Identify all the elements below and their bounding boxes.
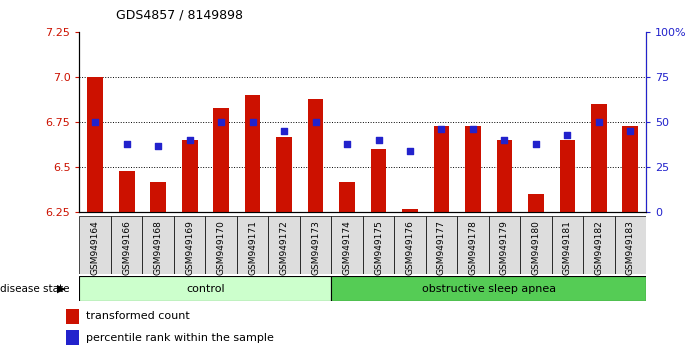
- Bar: [614, 216, 646, 274]
- Text: GSM949176: GSM949176: [406, 220, 415, 275]
- Point: [467, 126, 478, 132]
- Point: [247, 119, 258, 125]
- Bar: [402, 209, 418, 212]
- Point: [310, 119, 321, 125]
- Text: GSM949164: GSM949164: [91, 220, 100, 275]
- Bar: [87, 77, 103, 212]
- Text: GSM949172: GSM949172: [280, 220, 289, 275]
- Point: [373, 137, 384, 143]
- Point: [562, 132, 573, 138]
- Text: obstructive sleep apnea: obstructive sleep apnea: [422, 284, 556, 293]
- Bar: [426, 216, 457, 274]
- Bar: [489, 216, 520, 274]
- Bar: [591, 104, 607, 212]
- Point: [216, 119, 227, 125]
- Text: GSM949166: GSM949166: [122, 220, 131, 275]
- Bar: [66, 330, 79, 345]
- Bar: [331, 276, 646, 301]
- Text: GSM949178: GSM949178: [468, 220, 477, 275]
- Text: GSM949179: GSM949179: [500, 220, 509, 275]
- Point: [90, 119, 101, 125]
- Bar: [111, 216, 142, 274]
- Text: GSM949171: GSM949171: [248, 220, 257, 275]
- Text: GSM949169: GSM949169: [185, 220, 194, 275]
- Bar: [79, 276, 331, 301]
- Point: [625, 129, 636, 134]
- Bar: [300, 216, 331, 274]
- Text: disease state: disease state: [0, 284, 70, 293]
- Bar: [528, 194, 544, 212]
- Bar: [551, 216, 583, 274]
- Point: [184, 137, 195, 143]
- Bar: [370, 149, 386, 212]
- Text: GSM949175: GSM949175: [374, 220, 383, 275]
- Text: GSM949177: GSM949177: [437, 220, 446, 275]
- Bar: [623, 126, 638, 212]
- Bar: [268, 216, 300, 274]
- Bar: [245, 95, 261, 212]
- Text: GSM949181: GSM949181: [563, 220, 572, 275]
- Bar: [276, 137, 292, 212]
- Bar: [583, 216, 614, 274]
- Point: [436, 126, 447, 132]
- Bar: [520, 216, 551, 274]
- Point: [278, 129, 290, 134]
- Text: GDS4857 / 8149898: GDS4857 / 8149898: [116, 9, 243, 22]
- Bar: [465, 126, 481, 212]
- Bar: [237, 216, 268, 274]
- Bar: [363, 216, 395, 274]
- Bar: [79, 216, 111, 274]
- Point: [499, 137, 510, 143]
- Bar: [182, 140, 198, 212]
- Text: GSM949180: GSM949180: [531, 220, 540, 275]
- Bar: [433, 126, 449, 212]
- Text: GSM949174: GSM949174: [343, 220, 352, 275]
- Point: [594, 119, 605, 125]
- Point: [121, 141, 132, 147]
- Bar: [560, 140, 575, 212]
- Bar: [395, 216, 426, 274]
- Text: GSM949182: GSM949182: [594, 220, 603, 275]
- Text: GSM949183: GSM949183: [626, 220, 635, 275]
- Text: GSM949170: GSM949170: [216, 220, 226, 275]
- Bar: [497, 140, 512, 212]
- Text: ▶: ▶: [57, 284, 66, 293]
- Bar: [307, 99, 323, 212]
- Text: percentile rank within the sample: percentile rank within the sample: [86, 332, 274, 343]
- Bar: [66, 309, 79, 324]
- Bar: [339, 182, 355, 212]
- Text: transformed count: transformed count: [86, 311, 190, 321]
- Text: GSM949168: GSM949168: [153, 220, 162, 275]
- Text: control: control: [186, 284, 225, 293]
- Bar: [119, 171, 135, 212]
- Bar: [142, 216, 174, 274]
- Point: [153, 143, 164, 148]
- Bar: [457, 216, 489, 274]
- Point: [531, 141, 542, 147]
- Point: [341, 141, 352, 147]
- Text: GSM949173: GSM949173: [311, 220, 320, 275]
- Point: [404, 148, 415, 154]
- Bar: [174, 216, 205, 274]
- Bar: [150, 182, 166, 212]
- Bar: [214, 108, 229, 212]
- Bar: [331, 216, 363, 274]
- Bar: [205, 216, 237, 274]
